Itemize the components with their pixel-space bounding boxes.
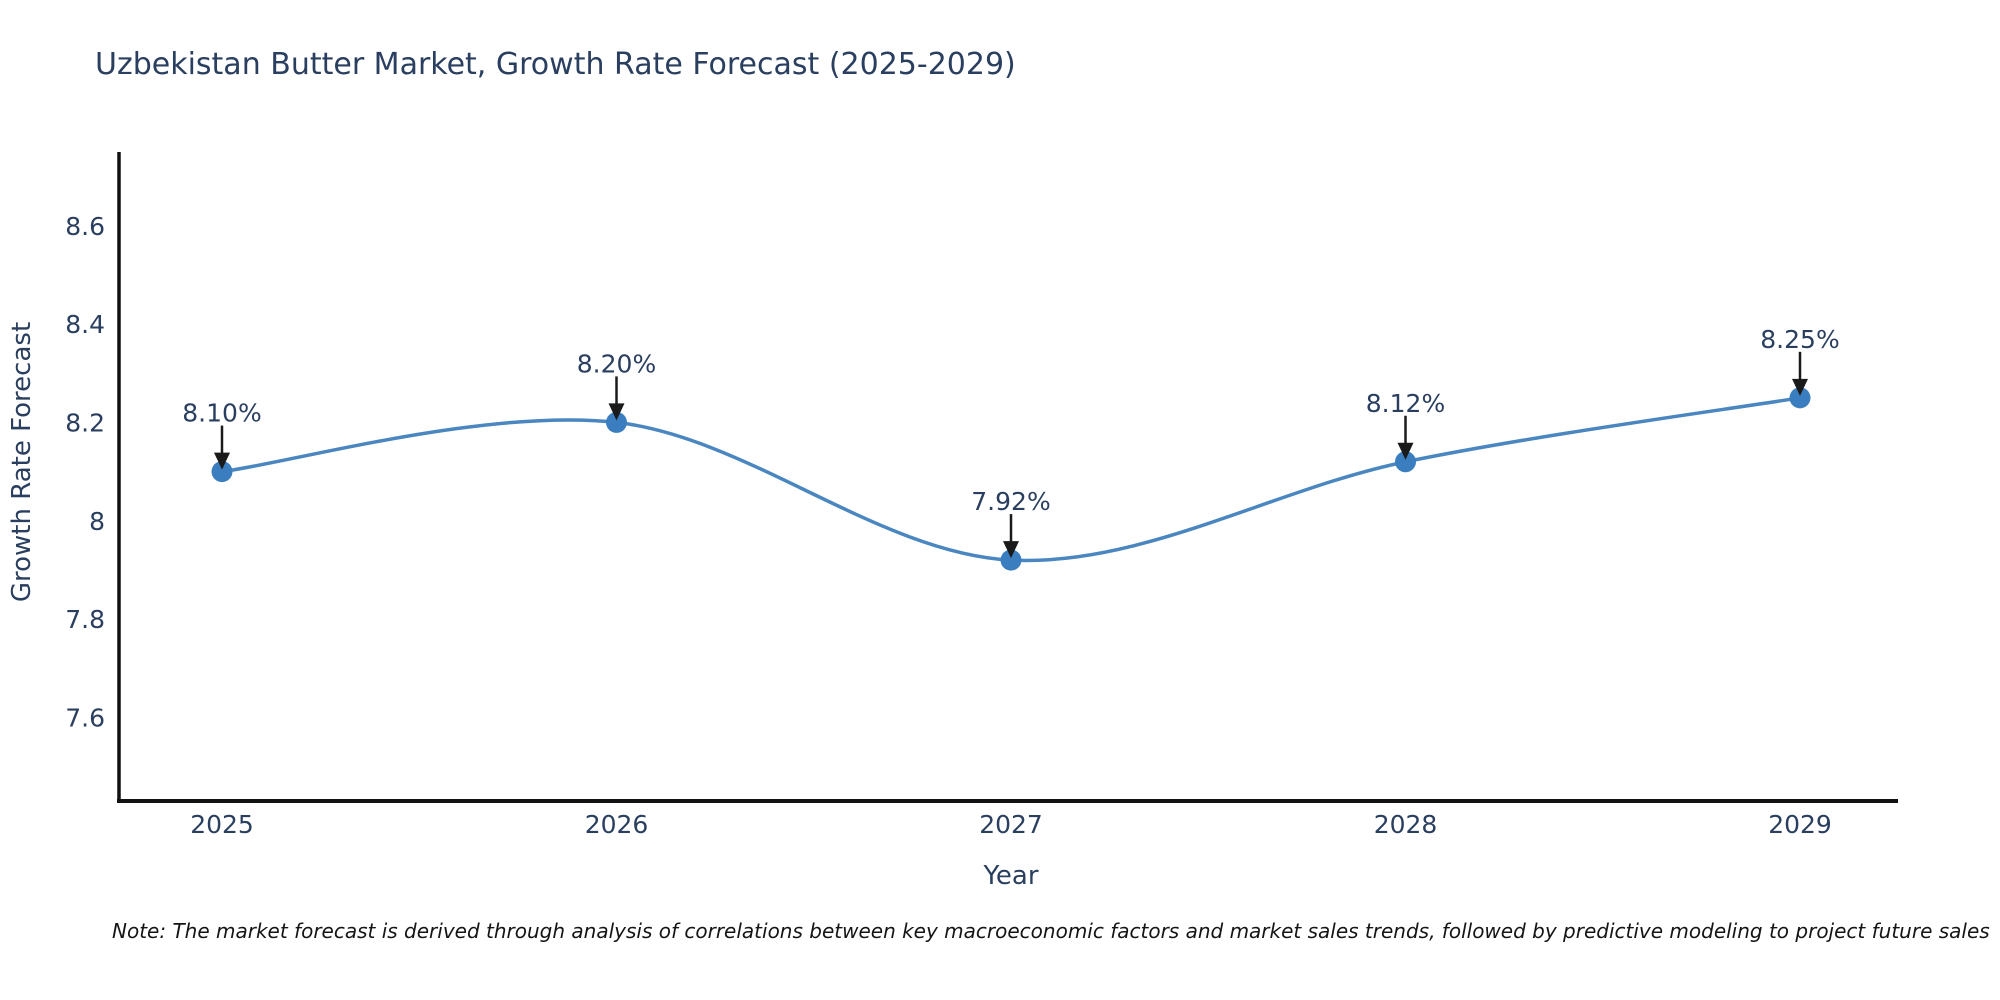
- data-point: [211, 461, 233, 483]
- y-axis-title: Growth Rate Forecast: [7, 322, 37, 602]
- x-tick-label: 2028: [1374, 810, 1438, 839]
- point-value-label: 8.25%: [1760, 325, 1839, 354]
- annotation-arrowhead: [1003, 541, 1019, 559]
- annotation-arrowhead: [1792, 378, 1808, 396]
- data-point: [1789, 387, 1811, 409]
- x-axis-title: Year: [982, 861, 1038, 891]
- y-tick-label: 8.2: [65, 408, 105, 437]
- x-tick-label: 2026: [585, 810, 649, 839]
- chart-title: Uzbekistan Butter Market, Growth Rate Fo…: [95, 47, 1016, 82]
- data-point: [1395, 451, 1416, 473]
- annotation-arrowhead: [1397, 442, 1414, 460]
- annotation-arrowhead: [608, 403, 625, 421]
- point-value-label: 8.10%: [182, 399, 261, 428]
- y-tick-label: 8: [89, 507, 105, 536]
- x-tick-label: 2027: [979, 810, 1043, 839]
- y-tick-label: 8.6: [65, 212, 105, 241]
- y-tick-label: 7.8: [65, 605, 105, 634]
- point-value-label: 8.12%: [1366, 389, 1445, 418]
- point-value-label: 8.20%: [577, 349, 656, 378]
- footnote: Note: The market forecast is derived thr…: [112, 919, 1990, 943]
- point-value-label: 7.92%: [971, 487, 1050, 516]
- y-tick-label: 7.6: [65, 703, 105, 732]
- x-tick-label: 2029: [1768, 810, 1832, 839]
- data-point: [1000, 549, 1022, 571]
- data-point: [606, 411, 627, 433]
- y-tick-label: 8.4: [65, 310, 105, 339]
- x-tick-label: 2025: [190, 810, 254, 839]
- annotation-arrowhead: [214, 452, 230, 470]
